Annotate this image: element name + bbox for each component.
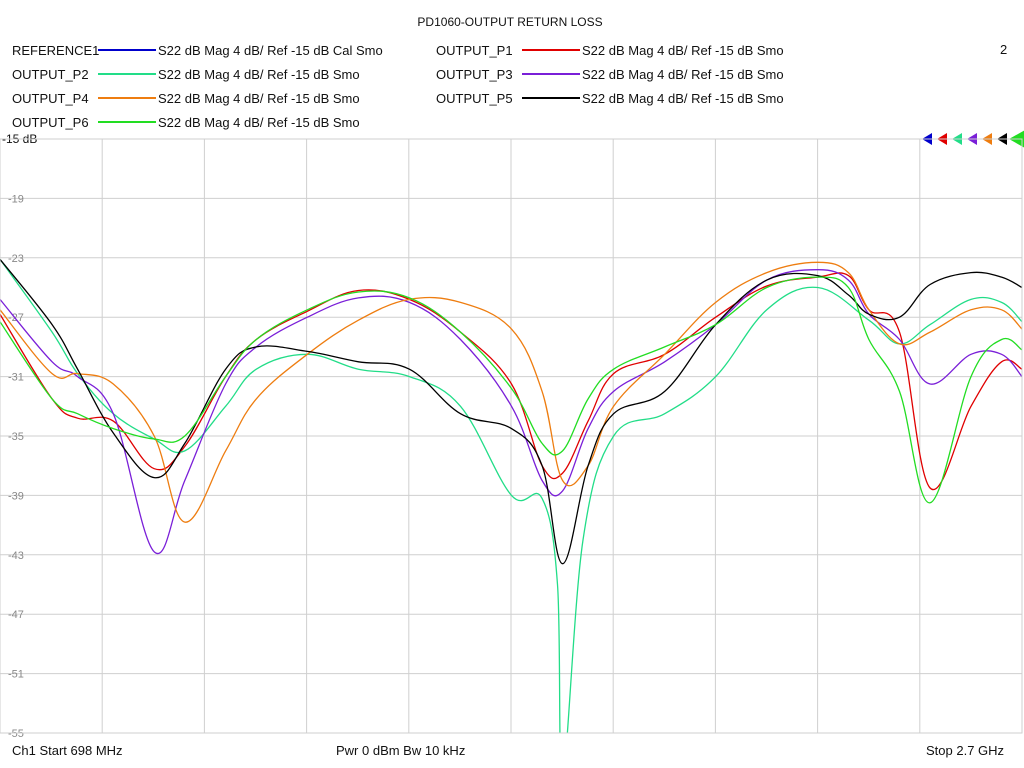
legend-desc: S22 dB Mag 4 dB/ Ref -15 dB Smo: [158, 66, 360, 82]
legend-line-swatch: [522, 97, 580, 99]
legend-desc: S22 dB Mag 4 dB/ Ref -15 dB Smo: [158, 90, 360, 106]
y-tick-label: -31: [8, 372, 24, 384]
legend-line-swatch: [98, 121, 156, 123]
window-number: 2: [1000, 42, 1008, 57]
legend-desc: S22 dB Mag 4 dB/ Ref -15 dB Smo: [582, 42, 784, 58]
legend-name: OUTPUT_P2: [12, 66, 89, 82]
legend-line-swatch: [522, 73, 580, 75]
footer-power-bandwidth: Pwr 0 dBm Bw 10 kHz: [336, 743, 466, 758]
legend-name: OUTPUT_P1: [436, 42, 513, 58]
legend: REFERENCE1 S22 dB Mag 4 dB/ Ref -15 dB C…: [12, 40, 1012, 136]
legend-entry-output-p5: OUTPUT_P5 S22 dB Mag 4 dB/ Ref -15 dB Sm…: [436, 88, 784, 108]
y-tick-label: -55: [8, 728, 24, 740]
plot-frame: [0, 138, 1023, 734]
legend-desc: S22 dB Mag 4 dB/ Ref -15 dB Smo: [582, 66, 784, 82]
legend-entry-reference1: REFERENCE1 S22 dB Mag 4 dB/ Ref -15 dB C…: [12, 40, 383, 60]
y-tick-label: -51: [8, 669, 24, 681]
legend-line-swatch: [98, 97, 156, 99]
legend-entry-output-p6: OUTPUT_P6 S22 dB Mag 4 dB/ Ref -15 dB Sm…: [12, 112, 360, 132]
legend-line-swatch: [98, 49, 156, 51]
legend-desc: S22 dB Mag 4 dB/ Ref -15 dB Smo: [582, 90, 784, 106]
y-tick-label: -39: [8, 490, 24, 502]
y-tick-label: -19: [8, 193, 24, 205]
series-line-output-p6: [0, 276, 1022, 504]
legend-name: OUTPUT_P3: [436, 66, 513, 82]
legend-desc: S22 dB Mag 4 dB/ Ref -15 dB Cal Smo: [158, 42, 383, 58]
legend-line-swatch: [522, 49, 580, 51]
chart-title: PD1060-OUTPUT RETURN LOSS: [417, 15, 603, 29]
legend-desc: S22 dB Mag 4 dB/ Ref -15 dB Smo: [158, 114, 360, 130]
y-tick-label: -35: [8, 431, 24, 443]
series-line-output-p1: [0, 272, 1022, 491]
y-tick-label: -47: [8, 609, 24, 621]
legend-name: OUTPUT_P4: [12, 90, 89, 106]
legend-name: OUTPUT_P5: [436, 90, 513, 106]
legend-name: OUTPUT_P6: [12, 114, 89, 130]
legend-entry-output-p1: OUTPUT_P1 S22 dB Mag 4 dB/ Ref -15 dB Sm…: [436, 40, 784, 60]
legend-entry-output-p2: OUTPUT_P2 S22 dB Mag 4 dB/ Ref -15 dB Sm…: [12, 64, 360, 84]
legend-entry-output-p3: OUTPUT_P3 S22 dB Mag 4 dB/ Ref -15 dB Sm…: [436, 64, 784, 84]
legend-line-swatch: [98, 73, 156, 75]
y-tick-label: -23: [8, 253, 24, 265]
series-line-output-p4: [0, 261, 1022, 523]
series-line-output-p5: [0, 258, 1022, 565]
footer-stop: Stop 2.7 GHz: [926, 743, 1005, 758]
legend-entry-output-p4: OUTPUT_P4 S22 dB Mag 4 dB/ Ref -15 dB Sm…: [12, 88, 360, 108]
y-tick-label: -43: [8, 550, 24, 562]
legend-name: REFERENCE1: [12, 42, 100, 58]
footer-start: Ch1 Start 698 MHz: [12, 743, 123, 758]
series-line-output-p3: [0, 269, 1022, 555]
